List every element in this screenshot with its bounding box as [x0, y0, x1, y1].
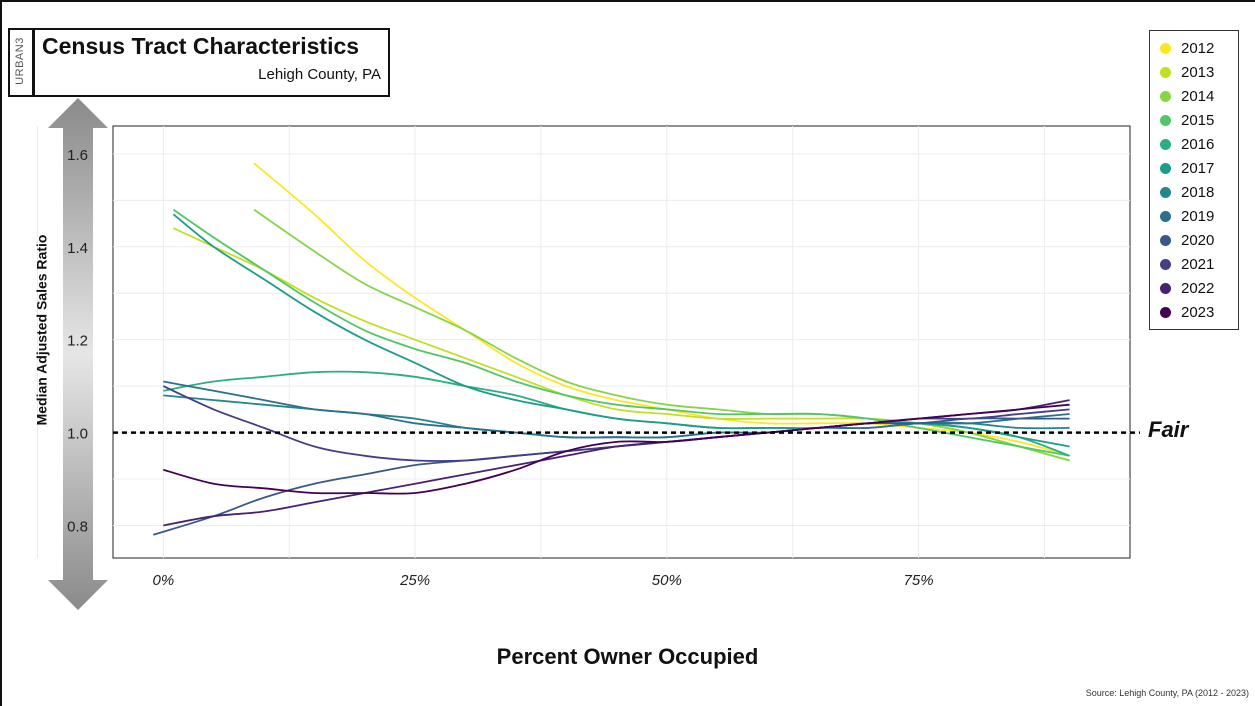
legend-swatch	[1160, 282, 1171, 294]
legend-item: 2021	[1160, 253, 1214, 275]
legend-label: 2015	[1181, 111, 1215, 129]
legend-swatch	[1160, 210, 1171, 222]
legend-swatch	[1160, 66, 1171, 78]
y-tick-labels: 0.8 1.0 1.2 1.4 1.6	[67, 147, 88, 536]
legend-label: 2017	[1181, 159, 1215, 177]
legend-item: 2022	[1160, 277, 1214, 299]
legend-label: 2013	[1181, 63, 1215, 81]
plot-panel	[112, 125, 1131, 559]
source-note: Source: Lehigh County, PA (2012 - 2023)	[1085, 688, 1249, 698]
legend-swatch	[1160, 186, 1171, 198]
x-tick-label: 75%	[904, 572, 934, 589]
chart-subtitle: Lehigh County, PA	[258, 66, 381, 83]
legend-swatch	[1160, 306, 1171, 318]
legend-swatch	[1160, 162, 1171, 174]
legend-label: 2022	[1181, 279, 1215, 297]
x-tick-label: 25%	[399, 572, 430, 589]
legend-label: 2016	[1181, 135, 1215, 153]
legend-item: 2023	[1160, 301, 1214, 323]
brand-divider	[32, 28, 35, 97]
y-tick-label: 1.6	[67, 147, 88, 164]
y-scale-arrow	[48, 98, 108, 610]
legend-swatch	[1160, 258, 1171, 270]
legend-swatch	[1160, 138, 1171, 150]
legend-label: 2023	[1181, 303, 1215, 321]
y-tick-label: 1.4	[67, 240, 88, 257]
legend-item: 2012	[1160, 37, 1214, 59]
x-tick-label: 50%	[652, 572, 682, 589]
chart-title: Census Tract Characteristics	[42, 33, 360, 59]
y-axis-label-wrap: Median Adjusted Sales Ratio	[28, 130, 54, 530]
legend-item: 2015	[1160, 109, 1214, 131]
legend-label: 2014	[1181, 87, 1215, 105]
fair-label: Fair	[1148, 417, 1190, 442]
legend-swatch	[1160, 42, 1171, 54]
x-tick-label: 0%	[153, 572, 175, 589]
legend-item: 2019	[1160, 205, 1214, 227]
legend-item: 2018	[1160, 181, 1214, 203]
legend-label: 2020	[1181, 231, 1215, 249]
legend-label: 2018	[1181, 183, 1215, 201]
legend-label: 2019	[1181, 207, 1215, 225]
series-line-2014	[253, 208, 1070, 462]
frame-top-border	[0, 0, 1255, 2]
legend-item: 2014	[1160, 85, 1214, 107]
x-axis-label: Percent Owner Occupied	[496, 644, 759, 669]
legend-item: 2013	[1160, 61, 1214, 83]
title-box	[8, 28, 390, 97]
legend-swatch	[1160, 90, 1171, 102]
legend-item: 2020	[1160, 229, 1214, 251]
frame-left-border	[0, 0, 2, 706]
x-tick-labels: 0% 25% 50% 75%	[153, 572, 934, 589]
legend-item: 2017	[1160, 157, 1214, 179]
series-line-2015	[172, 208, 1070, 457]
y-tick-label: 1.0	[67, 426, 88, 443]
legend-label: 2012	[1181, 39, 1215, 57]
y-tick-label: 1.2	[67, 333, 88, 350]
legend-label: 2021	[1181, 255, 1215, 273]
y-axis-label: Median Adjusted Sales Ratio	[33, 234, 50, 426]
legend-item: 2016	[1160, 133, 1214, 155]
y-tick-label: 0.8	[67, 518, 88, 535]
series-lines	[153, 162, 1070, 536]
legend: 2012 2013 2014 2015 2016 2017 2018 2019 2020 2021…	[1149, 30, 1239, 330]
legend-swatch	[1160, 114, 1171, 126]
grid-lines	[36, 126, 1130, 558]
series-line-2023	[163, 403, 1070, 495]
legend-swatch	[1160, 234, 1171, 246]
